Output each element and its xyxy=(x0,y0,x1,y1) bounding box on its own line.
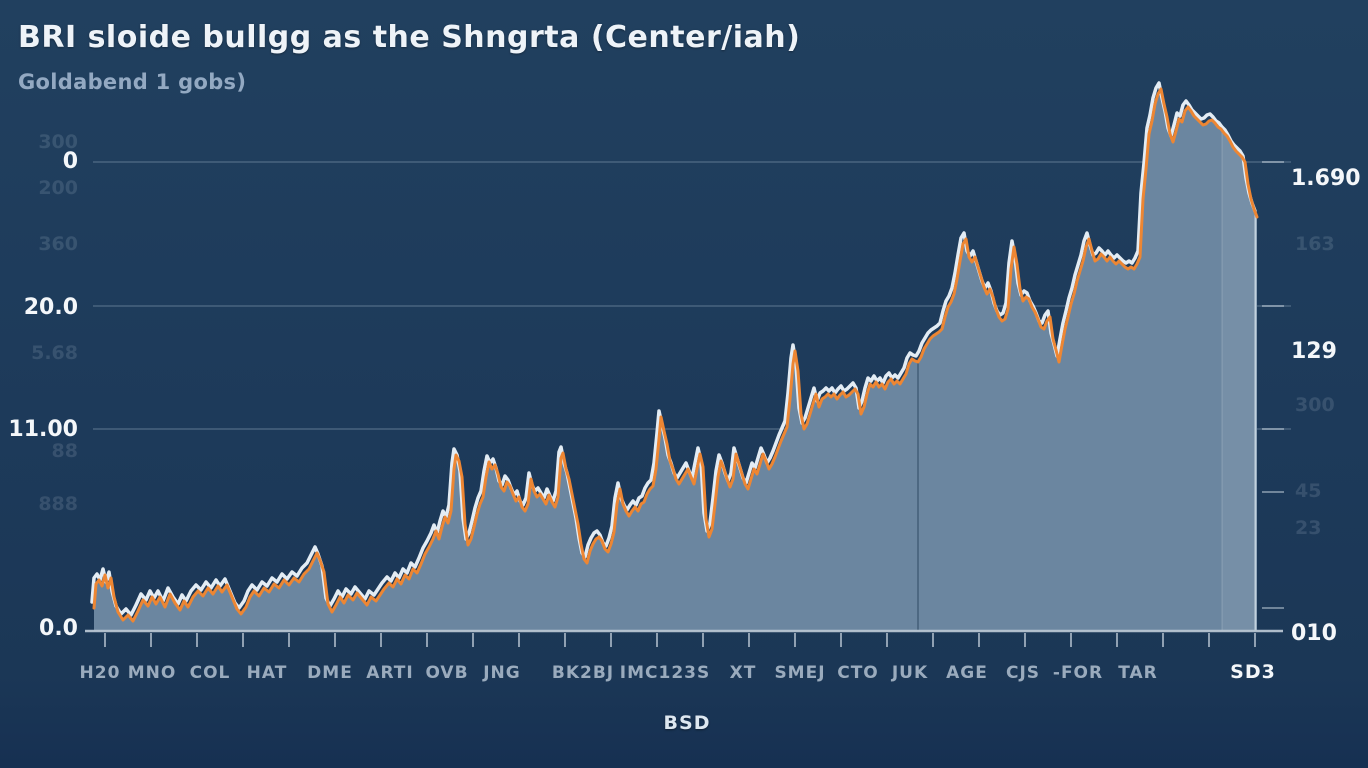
ghost-label-left: 888 xyxy=(38,493,78,515)
y-left-label: 20.0 xyxy=(24,295,78,320)
x-tick-label: SD3 xyxy=(1230,661,1276,683)
chart-title: BRI sloide bullgg as the Shngrta (Center… xyxy=(18,20,801,55)
x-tick-label: -FOR xyxy=(1053,663,1103,683)
x-tick-label: ARTI xyxy=(366,663,413,683)
x-tick-label: HAT xyxy=(247,663,288,683)
ghost-label-left: 300 xyxy=(38,131,78,153)
y-left-label: 0 xyxy=(63,149,78,174)
y-left-label: 11.00 xyxy=(8,417,78,442)
primary-price-line xyxy=(92,87,1259,623)
x-tick-label: SMEJ xyxy=(774,663,825,683)
ghost-label-right: 23 xyxy=(1295,517,1321,539)
x-tick-label: XT xyxy=(730,663,757,683)
ghost-label-left: 200 xyxy=(38,177,78,199)
x-tick-label: COL xyxy=(190,663,231,683)
y-right-label: 1.690 xyxy=(1291,166,1361,191)
y-left-label: 0.0 xyxy=(39,616,78,641)
y-right-label: 010 xyxy=(1291,621,1337,646)
area-fill xyxy=(94,89,1257,631)
highlight-band xyxy=(1222,89,1256,631)
x-tick-label: AGE xyxy=(946,663,988,683)
x-tick-label: JUK xyxy=(891,663,928,683)
ghost-label-right: 163 xyxy=(1295,233,1335,255)
ghost-label-right: 300 xyxy=(1295,394,1335,416)
y-right-label: 129 xyxy=(1291,339,1337,364)
ghost-label-left: 5.68 xyxy=(31,342,78,364)
ghost-label-left: 360 xyxy=(38,233,78,255)
x-tick-label: CJS xyxy=(1006,663,1040,683)
ghost-label-left: 88 xyxy=(52,440,78,462)
x-tick-label: BK2BJ xyxy=(552,663,614,683)
x-tick-label: JNG xyxy=(482,663,521,683)
x-tick-label: TAR xyxy=(1118,663,1158,683)
x-axis-title: BSD xyxy=(663,712,711,734)
ghost-label-right: 45 xyxy=(1295,480,1321,502)
x-tick-label: IMC123S xyxy=(620,663,710,683)
x-tick-label: CTO xyxy=(837,663,879,683)
chart-subtitle: Goldabend 1 gobs) xyxy=(18,70,247,94)
x-tick-label: MNO xyxy=(128,663,177,683)
x-tick-label: H20 xyxy=(80,663,121,683)
x-tick-label: OVB xyxy=(425,663,468,683)
x-tick-label: DME xyxy=(307,663,353,683)
